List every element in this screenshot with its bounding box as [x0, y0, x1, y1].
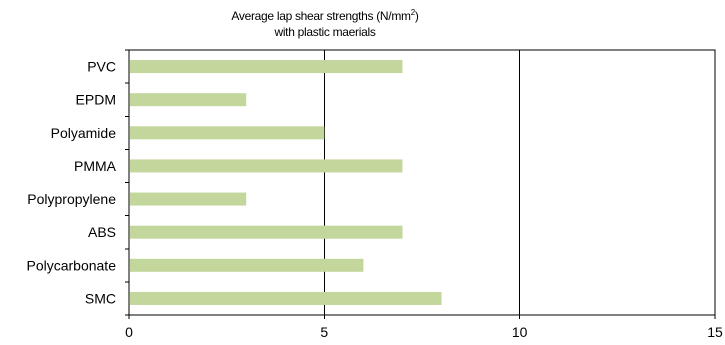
bar-abs — [130, 225, 403, 239]
bar-epdm — [130, 93, 247, 107]
category-label-polypropylene: Polypropylene — [27, 191, 116, 207]
category-label-pmma: PMMA — [74, 158, 117, 174]
x-tick-label-5: 5 — [320, 324, 328, 340]
bar-polypropylene — [130, 192, 247, 206]
category-label-polyamide: Polyamide — [51, 125, 117, 141]
category-label-polycarbonate: Polycarbonate — [26, 257, 116, 273]
chart-subtitle: with plastic maerials — [274, 25, 376, 39]
bar-polycarbonate — [130, 258, 364, 272]
category-labels: PVC EPDM Polyamide PMMA Polypropylene ABS Poly… — [26, 59, 116, 307]
bars — [130, 60, 442, 305]
category-label-epdm: EPDM — [76, 92, 116, 108]
x-tick-labels: 0 5 10 15 — [125, 324, 723, 340]
bar-polyamide — [130, 126, 325, 140]
plot-frame — [128, 49, 716, 316]
bar-pvc — [130, 60, 403, 74]
chart-title-line1: Average lap shear strengths (N/mm2) — [130, 8, 520, 24]
chart-title: Average lap shear strengths (N/mm2) with… — [130, 8, 520, 40]
bar-pmma — [130, 159, 403, 173]
chart-title-close: ) — [414, 9, 419, 23]
category-label-abs: ABS — [88, 224, 116, 240]
category-label-smc: SMC — [85, 290, 116, 306]
x-tick-label-0: 0 — [125, 324, 133, 340]
grid-lines — [323, 50, 716, 315]
x-tick-label-15: 15 — [707, 324, 723, 340]
category-label-pvc: PVC — [87, 59, 116, 75]
chart-title-superscript: 2 — [410, 8, 415, 17]
bar-smc — [130, 291, 442, 305]
x-tick-label-10: 10 — [512, 324, 528, 340]
chart-title-text: Average lap shear strengths (N/mm — [231, 9, 411, 23]
axes — [125, 49, 716, 319]
